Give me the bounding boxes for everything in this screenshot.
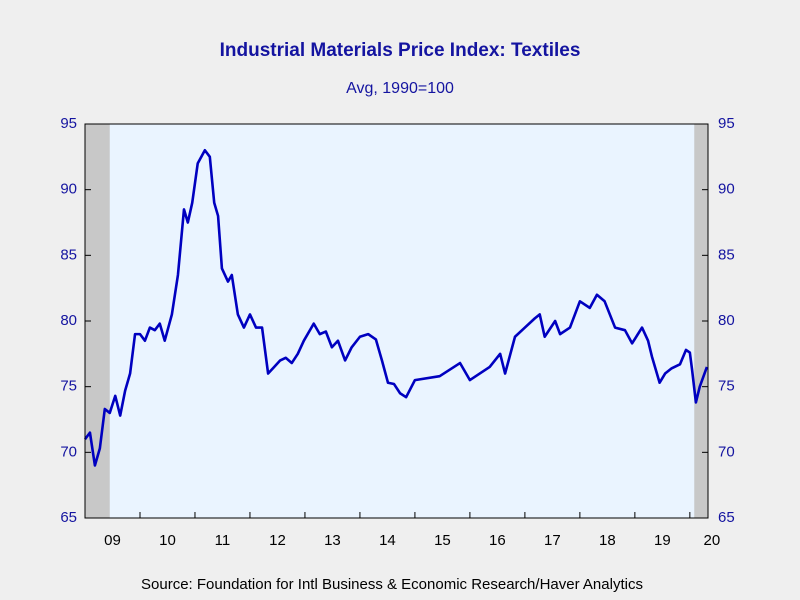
x-tick-label: 13: [324, 532, 341, 549]
y2-tick-label: 80: [718, 312, 735, 329]
x-tick-label: 12: [269, 532, 286, 549]
x-tick-label: 17: [544, 532, 561, 549]
y-tick-label: 95: [60, 115, 77, 132]
y-tick-label: 90: [60, 181, 77, 198]
x-tick-label: 18: [599, 532, 616, 549]
y2-tick-label: 65: [718, 509, 735, 526]
y2-tick-label: 90: [718, 181, 735, 198]
x-tick-label: 14: [379, 532, 396, 549]
y2-tick-label: 75: [718, 378, 735, 395]
y-tick-label: 75: [60, 378, 77, 395]
y-tick-label: 65: [60, 509, 77, 526]
recession-band: [694, 124, 708, 518]
x-tick-label: 20: [704, 532, 721, 549]
x-tick-label: 10: [159, 532, 176, 549]
data-line: [83, 148, 709, 467]
y2-tick-label: 85: [718, 246, 735, 263]
y-tick-label: 80: [60, 312, 77, 329]
chart-subtitle: Avg, 1990=100: [346, 80, 454, 97]
y2-tick-label: 95: [718, 115, 735, 132]
y-tick-label: 85: [60, 246, 77, 263]
x-tick-label: 09: [104, 532, 121, 549]
plot-frame: [84, 123, 709, 519]
y-tick-label: 70: [60, 443, 77, 460]
x-tick-label: 15: [434, 532, 451, 549]
plot-background: [85, 124, 708, 518]
chart-title: Industrial Materials Price Index: Textil…: [220, 40, 581, 61]
source-note: Source: Foundation for Intl Business & E…: [141, 576, 643, 593]
x-tick-label: 11: [215, 532, 231, 549]
x-tick-label: 19: [654, 532, 671, 549]
y2-tick-label: 70: [718, 443, 735, 460]
x-tick-label: 16: [489, 532, 506, 549]
